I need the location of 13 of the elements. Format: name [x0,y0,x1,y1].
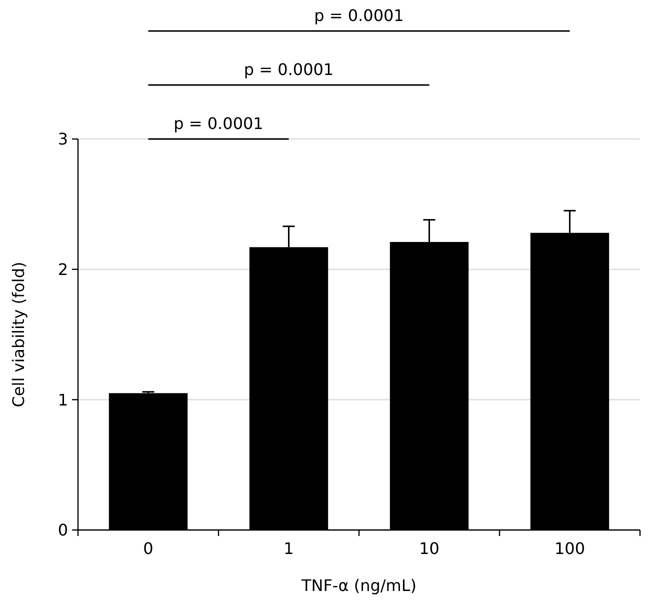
y-axis-title: Cell viability (fold) [9,262,28,408]
y-tick-label: 1 [58,390,68,410]
y-tick-label: 3 [58,130,68,149]
x-tick-label: 1 [284,539,294,558]
x-axis-title: TNF-α (ng/mL) [300,576,417,595]
y-tick-label: 2 [58,260,68,279]
x-tick-label: 100 [554,539,586,558]
y-tick-label: 0 [58,520,68,540]
x-tick-label: 0 [143,539,154,558]
x-tick-label: 10 [419,539,440,558]
text: p = 0.0001 [314,6,404,25]
text: p = 0.0001 [174,114,264,133]
text: p = 0.0001 [244,60,334,79]
